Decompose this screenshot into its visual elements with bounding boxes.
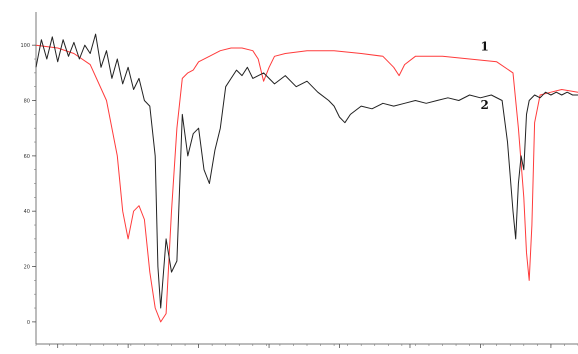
y-tick-label: 80 bbox=[24, 99, 30, 105]
curve-label-2: 2 bbox=[480, 98, 488, 112]
series-group bbox=[35, 33, 578, 323]
curve-label-1: 1 bbox=[480, 40, 488, 54]
y-tick-label: 100 bbox=[20, 43, 30, 49]
y-tick-label: 20 bbox=[24, 265, 30, 271]
y-tick-label: 0 bbox=[27, 320, 30, 326]
y-tick-label: 60 bbox=[24, 154, 30, 160]
series-1-line bbox=[35, 44, 578, 323]
series-2-line bbox=[35, 33, 578, 309]
y-tick-label: 40 bbox=[24, 209, 30, 215]
tick-marks: 0 20 40 60 80 100 bbox=[20, 43, 578, 348]
curve-labels: 12 bbox=[480, 40, 488, 112]
